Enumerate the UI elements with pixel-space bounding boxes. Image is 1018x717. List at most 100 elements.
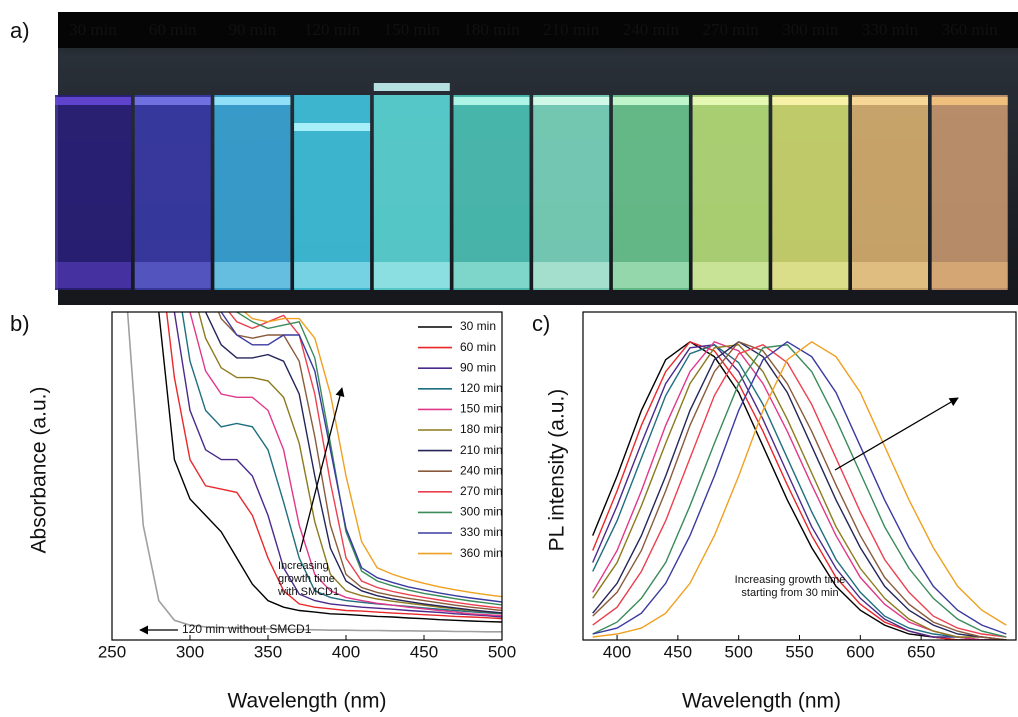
legend-label: 210 min [460, 443, 503, 457]
x-tick-label: 650 [907, 642, 935, 661]
x-tick-label: 450 [410, 642, 438, 661]
vial-base-glow [134, 262, 211, 288]
vial-label: 150 min [384, 20, 441, 39]
vial [214, 95, 291, 290]
series-line [165, 312, 502, 620]
legend-label: 30 min [460, 319, 496, 333]
legend-label: 330 min [460, 525, 503, 539]
vial-meniscus [533, 97, 610, 105]
vial-label: 180 min [463, 20, 520, 39]
vial-base-glow [931, 262, 1008, 288]
vial-label: 90 min [229, 20, 277, 39]
series-line [217, 312, 502, 612]
vial-meniscus [214, 97, 291, 105]
x-tick-label: 400 [603, 642, 631, 661]
panel-label: b) [10, 311, 30, 336]
vial [533, 95, 610, 290]
series-line [592, 344, 1007, 638]
vial-label: 210 min [543, 20, 600, 39]
x-tick-label: 500 [724, 642, 752, 661]
vial-meniscus [692, 97, 769, 105]
series-line [197, 312, 502, 614]
vial-meniscus [294, 123, 371, 131]
vial-base-glow [294, 262, 371, 288]
series-line [592, 344, 1007, 640]
series-line [592, 340, 1007, 640]
vial-base-glow [373, 262, 450, 288]
vial [931, 95, 1008, 290]
vial-base-glow [772, 262, 849, 288]
series-line [158, 312, 502, 623]
vial-label: 120 min [304, 20, 361, 39]
series-line [243, 312, 502, 598]
vial-meniscus [453, 97, 530, 105]
series-line [173, 312, 502, 618]
annotation-arrow [834, 397, 959, 471]
series-line [235, 312, 502, 606]
series-line [592, 344, 1007, 638]
vial [772, 95, 849, 290]
vial [852, 95, 928, 290]
vial [612, 95, 689, 290]
plot-frame [111, 311, 503, 641]
x-tick-label: 300 [176, 642, 204, 661]
annotation-arrow [299, 387, 345, 553]
annotation: Increasing growth time [735, 574, 846, 586]
photo-header [58, 12, 1018, 48]
vial-label: 240 min [623, 20, 680, 39]
vial [373, 95, 450, 290]
annotation: with SMCD1 [277, 586, 339, 598]
vial-label: 270 min [702, 20, 759, 39]
vial-meniscus [373, 83, 450, 91]
x-tick-label: 350 [254, 642, 282, 661]
x-tick-label: 550 [785, 642, 813, 661]
x-tick-label: 250 [98, 642, 126, 661]
annotation: growth time [278, 573, 335, 585]
vial-base-glow [533, 262, 610, 288]
x-axis-title: Wavelength (nm) [227, 690, 386, 713]
vial-base-glow [55, 262, 131, 288]
vial-label: 300 min [782, 20, 839, 39]
vial-base-glow [692, 262, 769, 288]
reference-label: 120 min without SMCD1 [182, 622, 312, 636]
legend-label: 150 min [460, 402, 503, 416]
vial-base-glow [852, 262, 928, 288]
x-axis-title: Wavelength (nm) [682, 690, 841, 713]
vial-label: 360 min [942, 20, 999, 39]
vial [453, 95, 530, 290]
series-line [126, 312, 502, 633]
vial-base-glow [214, 262, 291, 288]
panel-label: c) [532, 311, 550, 336]
vial-label: 330 min [862, 20, 919, 39]
x-tick-label: 600 [846, 642, 874, 661]
legend-label: 60 min [460, 340, 496, 354]
series-line [220, 312, 502, 603]
y-axis-title: Absorbance (a.u.) [28, 387, 51, 554]
legend-label: 270 min [460, 484, 503, 498]
plot-frame [582, 311, 1017, 641]
vial-meniscus [772, 97, 849, 105]
vial-meniscus [55, 97, 131, 105]
series-line [181, 312, 502, 615]
series-line [592, 340, 1007, 638]
vial-base-glow [453, 262, 530, 288]
legend-label: 360 min [460, 546, 503, 560]
vial-meniscus [612, 97, 689, 105]
x-tick-label: 500 [488, 642, 516, 661]
plot-lines [592, 340, 1007, 640]
vial-meniscus [931, 97, 1008, 105]
legend-label: 120 min [460, 381, 503, 395]
vial-label: 30 min [69, 20, 117, 39]
legend-label: 240 min [460, 463, 503, 477]
panel-label: a) [10, 18, 30, 43]
vial-label: 60 min [149, 20, 197, 39]
series-line [592, 344, 1007, 640]
vial-meniscus [852, 97, 928, 105]
y-axis-title: PL intensity (a.u.) [546, 389, 569, 552]
vial [55, 95, 131, 290]
series-line [189, 312, 502, 617]
vial [692, 95, 769, 290]
series-line [228, 312, 502, 609]
legend-label: 300 min [460, 505, 503, 519]
